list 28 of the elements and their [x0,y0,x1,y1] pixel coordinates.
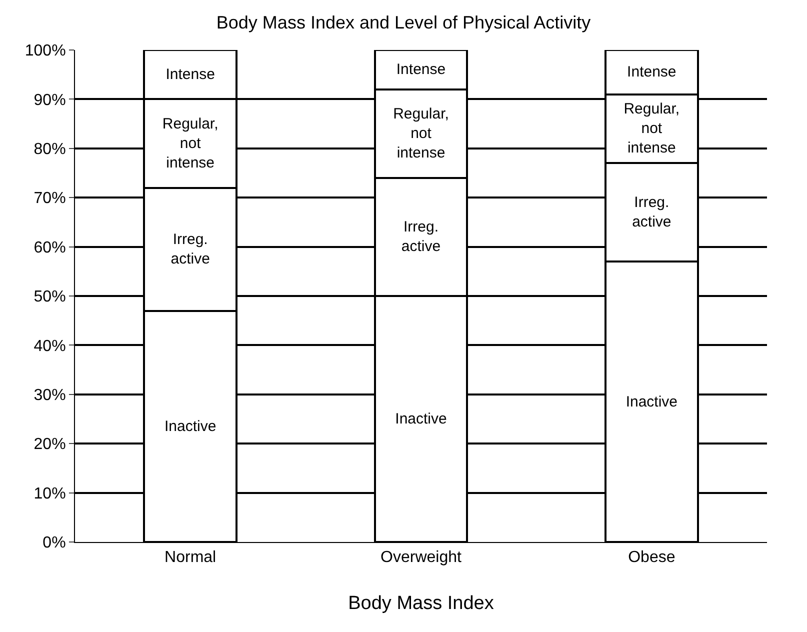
text: Regular, not intense [393,106,449,162]
text: Inactive [626,393,678,410]
y-tick-label: 100% [24,42,66,60]
text: Intense [627,64,676,81]
y-tick-label: 70% [34,190,66,208]
y-tick-label: 90% [34,92,66,109]
x-tick-label: Normal [164,549,216,566]
y-tick-label: 10% [34,485,66,502]
y-tick-label: 50% [34,288,66,306]
y-tick-label: 30% [34,387,66,404]
text: Inactive [164,418,216,435]
y-tick-label: 80% [34,141,66,158]
text: Irreg. active [632,194,672,231]
series-label: Intense [396,61,446,78]
y-tick-label: 40% [34,338,66,355]
series-label: Inactive [395,410,447,428]
y-tick-label: 20% [34,436,66,454]
text: Intense [166,66,215,84]
x-tick-label: Overweight [380,549,462,566]
text: Irreg. active [170,231,210,268]
series-label: Irreg. active [401,218,441,256]
y-tick-label: 0% [42,534,66,552]
y-tick-label: 60% [34,239,66,256]
series-label: Regular, not intense [624,100,680,157]
x-tick-label: Obese [628,549,676,566]
text: Regular, not intense [162,115,218,172]
x-axis-title: Body Mass Index [348,593,494,614]
chart-title: Body Mass Index and Level of Physical Activity [216,12,591,32]
